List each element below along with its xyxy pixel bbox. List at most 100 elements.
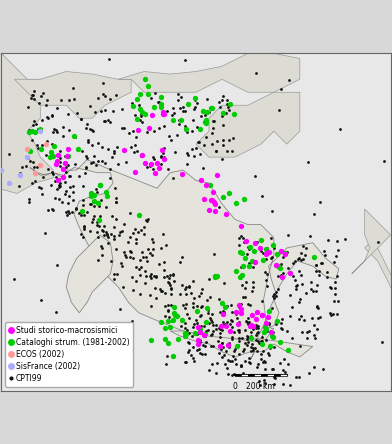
- Point: [139, 249, 145, 256]
- Point: [238, 232, 244, 239]
- Point: [233, 360, 239, 367]
- Point: [111, 224, 117, 231]
- Point: [60, 133, 66, 140]
- Point: [197, 350, 203, 357]
- Point: [279, 254, 286, 261]
- Point: [253, 325, 259, 332]
- Point: [216, 333, 223, 340]
- Point: [313, 288, 319, 295]
- Point: [57, 179, 63, 186]
- Point: [198, 311, 204, 318]
- Point: [221, 279, 227, 286]
- Point: [191, 106, 197, 113]
- Point: [169, 116, 176, 123]
- Point: [152, 284, 158, 291]
- Point: [171, 304, 177, 311]
- Point: [168, 290, 174, 297]
- Point: [115, 231, 122, 238]
- Point: [236, 334, 242, 341]
- Point: [233, 267, 240, 274]
- Point: [138, 111, 145, 118]
- Point: [221, 308, 227, 315]
- Point: [162, 111, 168, 118]
- Point: [59, 123, 65, 130]
- Point: [263, 270, 270, 278]
- Point: [259, 311, 265, 318]
- Point: [80, 226, 87, 233]
- Point: [98, 197, 104, 204]
- Point: [190, 343, 196, 350]
- Point: [131, 127, 137, 135]
- Point: [134, 115, 140, 123]
- Point: [309, 286, 315, 293]
- Point: [279, 325, 285, 333]
- Point: [198, 176, 204, 183]
- Point: [229, 323, 235, 330]
- Point: [182, 325, 188, 332]
- Point: [142, 110, 148, 117]
- Point: [108, 230, 114, 238]
- Point: [44, 113, 50, 120]
- Point: [265, 320, 272, 327]
- Point: [293, 282, 299, 289]
- Bar: [280, 374, 287, 377]
- Point: [101, 231, 107, 238]
- Point: [40, 173, 46, 180]
- Point: [223, 322, 229, 329]
- Point: [233, 310, 240, 317]
- Point: [266, 248, 272, 255]
- Point: [305, 159, 311, 166]
- Point: [223, 210, 229, 218]
- Point: [58, 97, 64, 104]
- Point: [225, 341, 231, 348]
- Point: [192, 97, 198, 104]
- Point: [143, 272, 150, 279]
- Point: [312, 267, 319, 274]
- Point: [71, 132, 77, 139]
- Point: [194, 123, 200, 131]
- Point: [179, 254, 185, 261]
- Point: [278, 315, 285, 322]
- Point: [327, 309, 334, 316]
- Point: [316, 267, 322, 274]
- Point: [105, 239, 111, 246]
- Point: [213, 148, 219, 155]
- Point: [255, 337, 261, 345]
- Point: [245, 338, 251, 345]
- Point: [249, 341, 255, 348]
- Point: [274, 251, 280, 258]
- Point: [239, 334, 245, 341]
- Point: [264, 327, 270, 334]
- Point: [190, 278, 196, 285]
- Point: [201, 331, 207, 338]
- Point: [38, 184, 44, 191]
- Point: [172, 148, 178, 155]
- Point: [134, 148, 140, 155]
- Point: [35, 145, 41, 152]
- Point: [27, 158, 33, 165]
- Point: [281, 355, 287, 362]
- Point: [83, 153, 89, 160]
- Point: [175, 97, 181, 104]
- Point: [195, 139, 201, 146]
- Point: [220, 194, 226, 201]
- Point: [11, 276, 17, 283]
- Point: [111, 233, 118, 240]
- Point: [202, 350, 209, 357]
- Point: [127, 234, 133, 241]
- Point: [242, 339, 249, 346]
- Point: [236, 235, 242, 242]
- Point: [209, 360, 215, 367]
- Point: [233, 308, 239, 315]
- Point: [226, 136, 232, 143]
- Point: [258, 337, 265, 345]
- Point: [120, 283, 127, 290]
- Point: [94, 229, 100, 236]
- Point: [272, 293, 279, 300]
- Point: [185, 339, 192, 346]
- Point: [210, 189, 216, 196]
- Point: [270, 292, 276, 299]
- Point: [24, 154, 31, 161]
- Point: [179, 316, 185, 323]
- Point: [209, 330, 215, 337]
